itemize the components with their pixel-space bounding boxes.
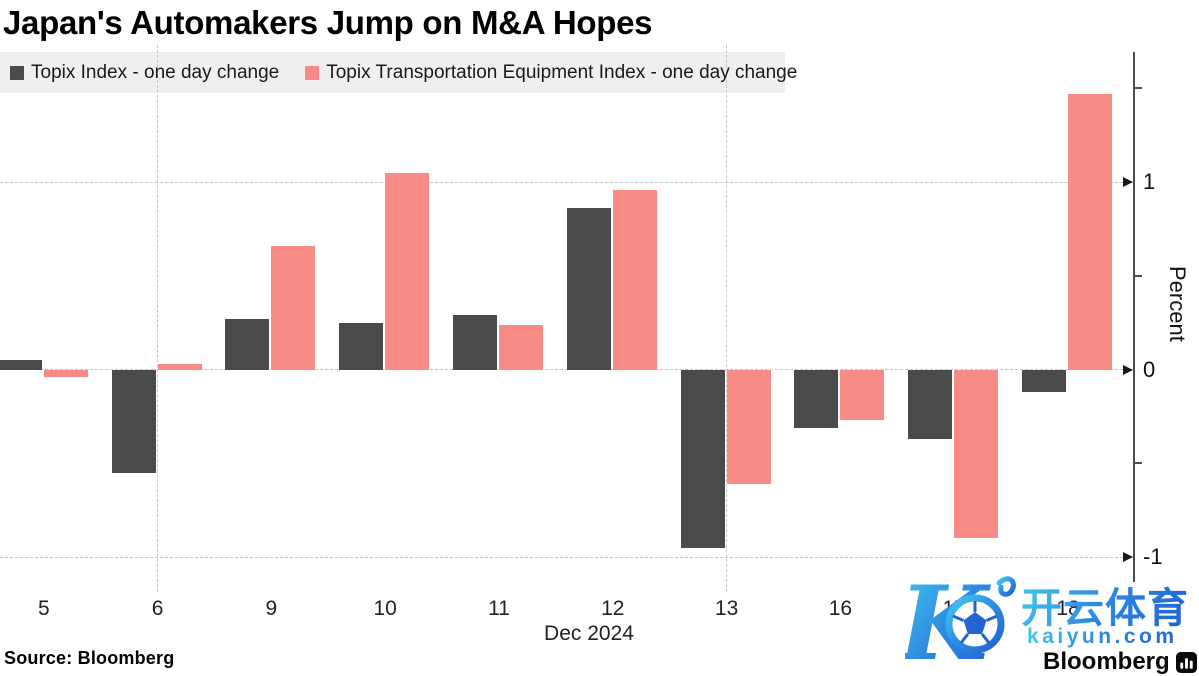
x-axis-period-label: Dec 2024 <box>544 622 634 645</box>
bloomberg-terminal-icon <box>1175 651 1197 673</box>
x-tick-label-10: 10 <box>373 597 397 620</box>
legend-item-transport-index: Topix Transportation Equipment Index - o… <box>305 62 797 84</box>
x-tick-label-16: 16 <box>828 597 853 620</box>
legend-label-topix-index: Topix Index - one day change <box>31 61 280 83</box>
legend-background <box>0 52 785 93</box>
y-tick-marker--1 <box>1123 552 1133 562</box>
x-tick-label-5: 5 <box>37 597 50 620</box>
bar-transport-equip-dec11 <box>499 324 543 370</box>
y-tick-label--1: -1 <box>1143 544 1163 569</box>
bar-topix-dec6 <box>111 369 156 473</box>
kaiyun-watermark: K 开云体育 kaiyun.com Bloomberg <box>900 563 1199 676</box>
bar-topix-dec10 <box>339 322 384 370</box>
bar-topix-dec12 <box>566 208 611 370</box>
y-tick-marker-0 <box>1123 364 1133 375</box>
bar-topix-dec9 <box>225 318 270 370</box>
bar-topix-dec16 <box>794 369 839 428</box>
gridline-week-separator-13 <box>726 45 728 592</box>
kaiyun-logo-icon: K <box>905 571 1016 671</box>
gridline-y--1 <box>0 556 1133 558</box>
bloomberg-branding: Bloomberg <box>1043 648 1197 676</box>
y-minor-tick-0.5 <box>1134 274 1142 277</box>
y-axis-title: Percent <box>1165 266 1190 342</box>
legend-swatch-transport-index <box>305 65 320 80</box>
x-tick-label-11: 11 <box>488 597 510 620</box>
bar-topix-dec11 <box>453 315 497 370</box>
y-tick-label-0: 0 <box>1143 356 1156 382</box>
chart-title: Japan's Automakers Jump on M&A Hopes <box>3 4 653 41</box>
gridline-week-separator-6 <box>157 45 159 592</box>
legend-swatch-topix-index <box>10 65 24 80</box>
y-minor-tick--0.5 <box>1134 462 1142 465</box>
bar-topix-dec5 <box>0 360 42 370</box>
x-tick-label-9: 9 <box>265 597 278 620</box>
bar-transport-equip-dec13 <box>726 369 771 484</box>
bar-topix-dec17 <box>908 369 953 439</box>
watermark-domain: kaiyun.com <box>1027 625 1178 648</box>
logo-swirl <box>996 576 1016 597</box>
bloomberg-wordmark: Bloomberg <box>1043 648 1170 675</box>
bar-topix-dec13 <box>680 369 725 548</box>
gridline-y-0 <box>0 369 1133 370</box>
legend-item-topix-index: Topix Index - one day change <box>10 62 279 84</box>
bar-transport-equip-dec6 <box>157 363 202 370</box>
watermark-brand-cjk: 开云体育 <box>1021 574 1189 634</box>
y-tick-label-1: 1 <box>1143 169 1156 194</box>
bar-topix-dec18 <box>1022 369 1066 392</box>
bar-transport-equip-dec18 <box>1068 93 1112 370</box>
gridline-y-1 <box>0 181 1133 183</box>
legend: Topix Index - one day change Topix Trans… <box>0 52 797 93</box>
soccer-ball-icon <box>945 594 1005 654</box>
x-tick-label-6: 6 <box>151 597 164 620</box>
legend-label-transport-index: Topix Transportation Equipment Index - o… <box>326 61 798 83</box>
bar-transport-equip-dec12 <box>612 189 657 370</box>
bar-transport-equip-dec16 <box>840 369 885 421</box>
source-attribution: Source: Bloomberg <box>4 648 175 668</box>
y-minor-tick-1.5 <box>1134 87 1142 90</box>
x-tick-label-13: 13 <box>714 597 739 620</box>
x-tick-label-18: 18 <box>1036 597 1100 621</box>
x-tick-label-12: 12 <box>601 597 625 620</box>
y-tick-marker-1 <box>1123 177 1133 187</box>
y-axis-line <box>1133 52 1135 582</box>
bar-transport-equip-dec17 <box>954 369 999 539</box>
bar-transport-equip-dec9 <box>271 245 316 370</box>
bar-transport-equip-dec10 <box>385 172 430 370</box>
bar-transport-equip-dec5 <box>43 369 88 377</box>
